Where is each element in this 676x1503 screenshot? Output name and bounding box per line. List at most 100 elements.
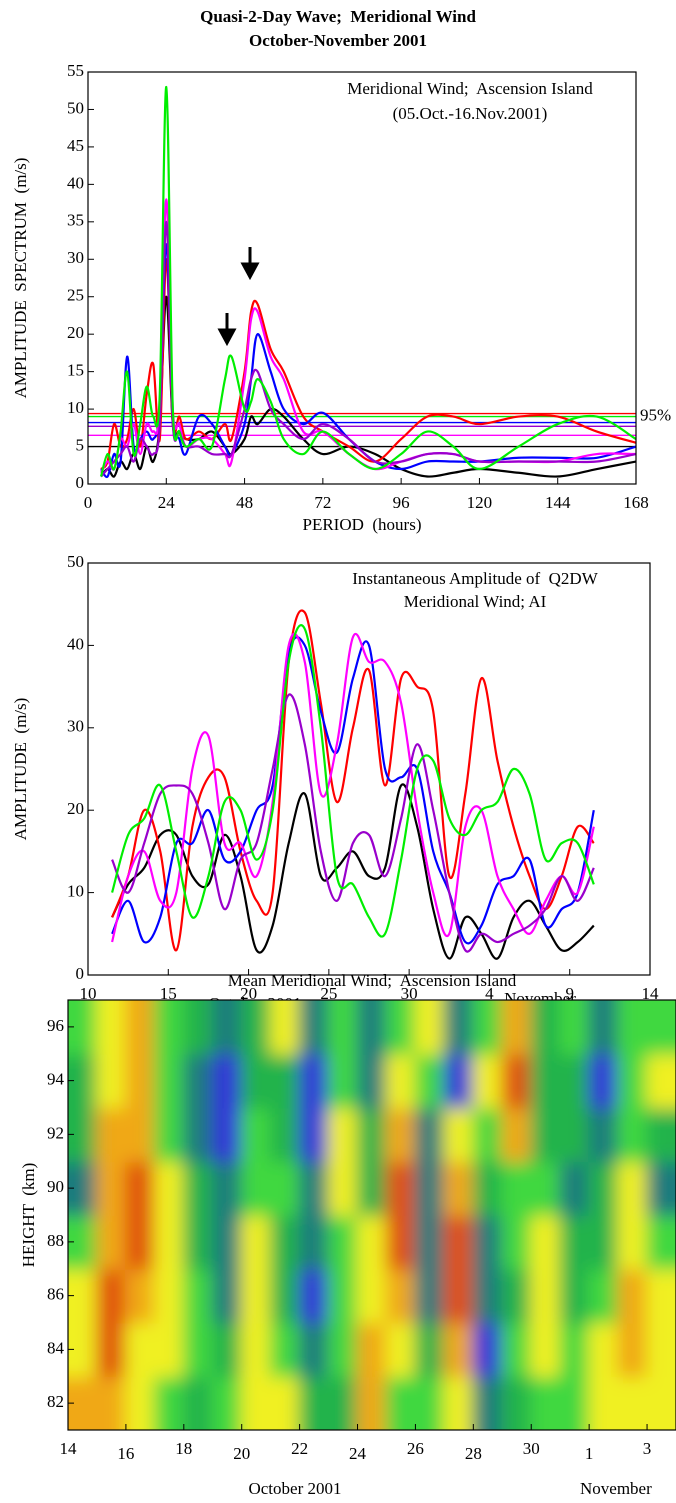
heatmap-cell xyxy=(530,1106,562,1163)
x-tick-label: 168 xyxy=(623,493,649,512)
x-axis-label: November xyxy=(580,1479,652,1498)
arrow xyxy=(217,313,237,347)
heatmap-cell xyxy=(414,1160,446,1216)
heatmap-cell xyxy=(269,1214,301,1270)
heatmap-cell xyxy=(327,1321,359,1378)
heatmap-cell xyxy=(443,1214,475,1270)
y-axis-label: AMPLITUDE (m/s) xyxy=(11,698,30,841)
x-tick-label: 25 xyxy=(320,984,337,1003)
heatmap-cell xyxy=(472,1160,504,1216)
y-tick-label: 45 xyxy=(67,136,84,155)
heatmap-cell xyxy=(501,1267,533,1324)
heatmap-cell xyxy=(501,1000,533,1055)
heatmap-cell xyxy=(211,1267,243,1324)
series-line xyxy=(111,693,595,953)
heatmap-cell xyxy=(443,1160,475,1216)
y-tick-label: 84 xyxy=(47,1338,65,1357)
series-line xyxy=(111,609,595,952)
heatmap-cell xyxy=(588,1106,620,1163)
heatmap-cell xyxy=(356,1000,388,1055)
heatmap-cell xyxy=(617,1160,649,1216)
heatmap-cell xyxy=(240,1052,272,1109)
heatmap-cell xyxy=(588,1214,620,1270)
heatmap-cell xyxy=(182,1321,214,1378)
heatmap-cell xyxy=(269,1375,301,1430)
heatmap-cell xyxy=(269,1160,301,1216)
heatmap-cell xyxy=(211,1052,243,1109)
heatmap-cell xyxy=(182,1267,214,1324)
series-line xyxy=(111,632,595,943)
heatmap-cell xyxy=(327,1000,359,1055)
heatmap-cell xyxy=(443,1052,475,1109)
heatmap-cell xyxy=(414,1321,446,1378)
heatmap-cell xyxy=(443,1000,475,1055)
heatmap-cell xyxy=(124,1000,156,1055)
heatmap-cell xyxy=(356,1106,388,1163)
y-tick-label: 30 xyxy=(67,248,84,267)
y-tick-label: 88 xyxy=(47,1231,64,1250)
y-tick-label: 10 xyxy=(67,398,84,417)
heatmap-cell xyxy=(588,1000,620,1055)
heatmap-cell xyxy=(646,1106,676,1163)
heatmap-cell xyxy=(588,1321,620,1378)
y-axis-label: HEIGHT (km) xyxy=(19,1163,38,1268)
heatmap-cell xyxy=(269,1321,301,1378)
series-line xyxy=(100,258,637,470)
heatmap-cell xyxy=(472,1321,504,1378)
heatmap-cell xyxy=(182,1000,214,1055)
x-axis-label: October 2001 xyxy=(248,1479,341,1498)
y-tick-label: 15 xyxy=(67,361,84,380)
y-tick-label: 86 xyxy=(47,1285,64,1304)
heatmap-cell xyxy=(530,1052,562,1109)
y-tick-label: 50 xyxy=(67,98,84,117)
heatmap-cell xyxy=(95,1000,127,1055)
y-tick-label: 35 xyxy=(67,211,84,230)
heatmap-field xyxy=(68,1000,676,1430)
heatmap-cell xyxy=(298,1321,330,1378)
heatmap-cell xyxy=(327,1267,359,1324)
heatmap-cell xyxy=(472,1375,504,1430)
heatmap-cell xyxy=(501,1321,533,1378)
heatmap-cell xyxy=(211,1321,243,1378)
heatmap-cell xyxy=(414,1052,446,1109)
heatmap-cell xyxy=(153,1000,185,1055)
heatmap-cell xyxy=(356,1214,388,1270)
heatmap-cell xyxy=(646,1214,676,1270)
heatmap-cell xyxy=(472,1214,504,1270)
series-line xyxy=(100,198,637,474)
arrow xyxy=(240,247,260,281)
heatmap-cell xyxy=(617,1214,649,1270)
y-tick-label: 50 xyxy=(67,552,84,571)
heatmap-cell xyxy=(95,1106,127,1163)
heatmap-cell xyxy=(501,1106,533,1163)
heatmap-cell xyxy=(617,1106,649,1163)
x-tick-label: 10 xyxy=(80,984,97,1003)
heatmap-cell xyxy=(240,1214,272,1270)
heatmap-cell xyxy=(240,1160,272,1216)
heatmap-cell xyxy=(356,1267,388,1324)
series-line xyxy=(100,243,637,479)
heatmap-cell xyxy=(95,1214,127,1270)
y-axis-label: AMPLITUDE SPECTRUM (m/s) xyxy=(11,158,30,399)
y-tick-label: 40 xyxy=(67,634,84,653)
heatmap-cell xyxy=(559,1106,591,1163)
heatmap-cell xyxy=(327,1106,359,1163)
heatmap-cell xyxy=(646,1000,676,1055)
heatmap-cell xyxy=(240,1000,272,1055)
heatmap-cell xyxy=(530,1160,562,1216)
x-tick-label: 24 xyxy=(349,1444,367,1463)
heatmap-cell xyxy=(646,1321,676,1378)
y-tick-label: 92 xyxy=(47,1123,64,1142)
heatmap-cell xyxy=(385,1106,417,1163)
series-line xyxy=(100,220,637,478)
heatmap-cell xyxy=(443,1267,475,1324)
y-tick-label: 0 xyxy=(76,473,85,492)
heatmap-cell xyxy=(559,1000,591,1055)
x-tick-label: 20 xyxy=(233,1444,250,1463)
heatmap-cell xyxy=(559,1267,591,1324)
x-tick-label: 120 xyxy=(467,493,493,512)
heatmap-cell xyxy=(327,1375,359,1430)
heatmap-cell xyxy=(472,1052,504,1109)
heatmap-cell xyxy=(124,1106,156,1163)
